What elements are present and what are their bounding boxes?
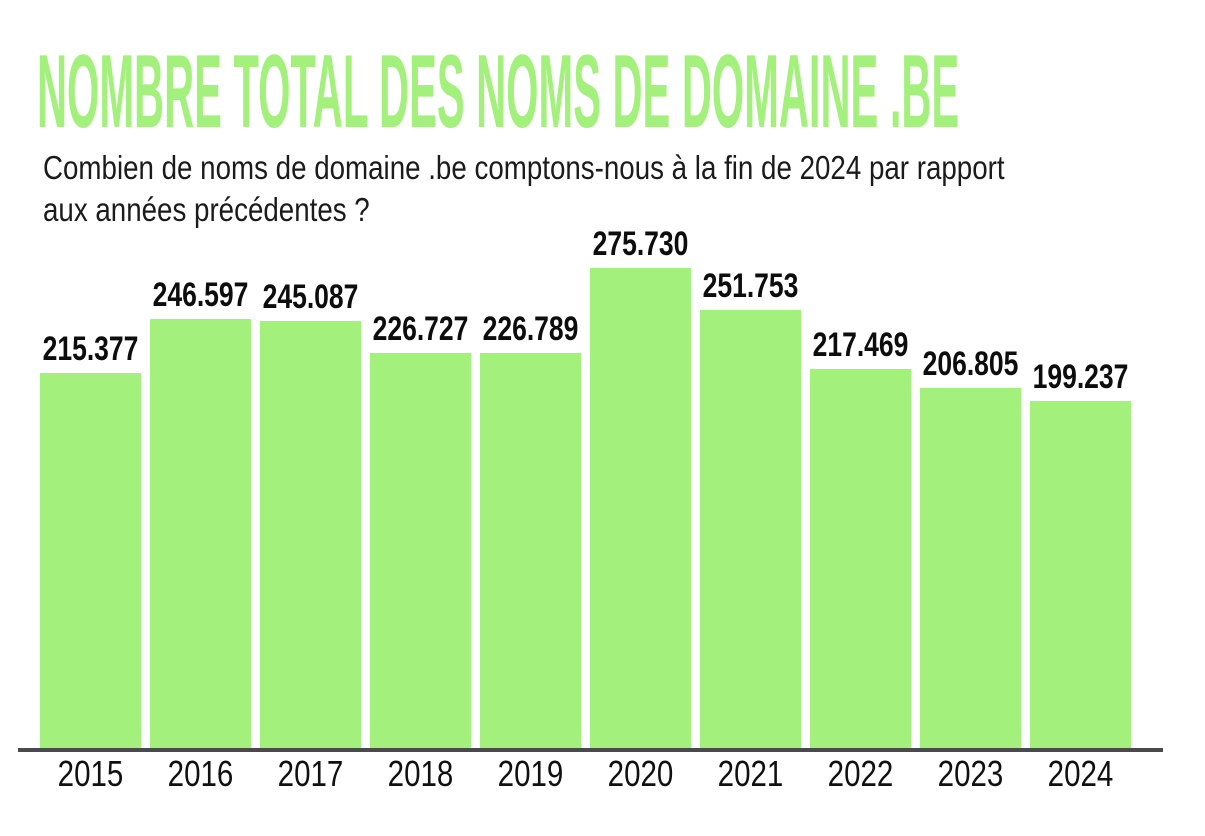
x-tick-label-2024: 2024	[1047, 753, 1114, 794]
x-axis-line	[18, 748, 1163, 752]
bar-value-label: 199.237	[1032, 358, 1129, 396]
x-axis-tick-labels: 2015 2016 2017 2018 2019 2020 2021 2022 2023 2024	[40, 753, 1131, 794]
bar-value-label: 275.730	[592, 225, 689, 263]
bar-group-2020: 275.730	[590, 225, 691, 748]
x-tick-label-2017: 2017	[277, 753, 344, 794]
subtitle-line-1: Combien de noms de domaine .be comptons-…	[43, 149, 1005, 186]
bar	[150, 319, 251, 748]
x-tick-label-2022: 2022	[827, 753, 894, 794]
bar	[480, 353, 581, 748]
bar-value-label: 251.753	[702, 267, 799, 305]
x-tick-label-2018: 2018	[387, 753, 454, 794]
bar-value-label: 226.727	[372, 310, 469, 348]
bar-group-2021: 251.753	[700, 267, 801, 748]
bar	[260, 321, 361, 748]
chart-subtitle: Combien de noms de domaine .be comptons-…	[43, 147, 1005, 231]
bar-group-2017: 245.087	[260, 278, 361, 748]
bar	[1030, 401, 1131, 748]
bar-group-2018: 226.727	[370, 310, 471, 748]
bar	[700, 310, 801, 748]
bar-chart-plot-area: 215.377 246.597 245.087 226.727 226.789 275.7…	[40, 225, 1131, 748]
bar	[40, 373, 141, 748]
bar-value-label: 206.805	[922, 345, 1019, 383]
bar	[590, 268, 691, 748]
x-tick-label-2023: 2023	[937, 753, 1004, 794]
bar-value-label: 226.789	[482, 310, 579, 348]
bar-group-2016: 246.597	[150, 276, 251, 748]
bar-group-2024: 199.237	[1030, 358, 1131, 748]
x-tick-label-2015: 2015	[57, 753, 124, 794]
bar-value-label: 245.087	[262, 278, 359, 316]
bar-group-2015: 215.377	[40, 330, 141, 748]
bar-group-2022: 217.469	[810, 326, 911, 748]
bar-group-2023: 206.805	[920, 345, 1021, 748]
subtitle-line-2: aux années précédentes ?	[43, 191, 370, 229]
x-tick-label-2021: 2021	[717, 753, 784, 794]
x-tick-label-2016: 2016	[167, 753, 234, 794]
page-title: NOMBRE TOTAL DES NOMS DE DOMAINE .BE	[37, 34, 960, 150]
bar	[920, 388, 1021, 748]
x-tick-label-2020: 2020	[607, 753, 674, 794]
bar-value-label: 217.469	[812, 326, 909, 364]
x-tick-label-2019: 2019	[497, 753, 564, 794]
bar-value-label: 246.597	[152, 276, 249, 314]
bar-group-2019: 226.789	[480, 310, 581, 748]
bar	[810, 369, 911, 748]
bar	[370, 353, 471, 748]
bar-value-label: 215.377	[42, 330, 139, 368]
